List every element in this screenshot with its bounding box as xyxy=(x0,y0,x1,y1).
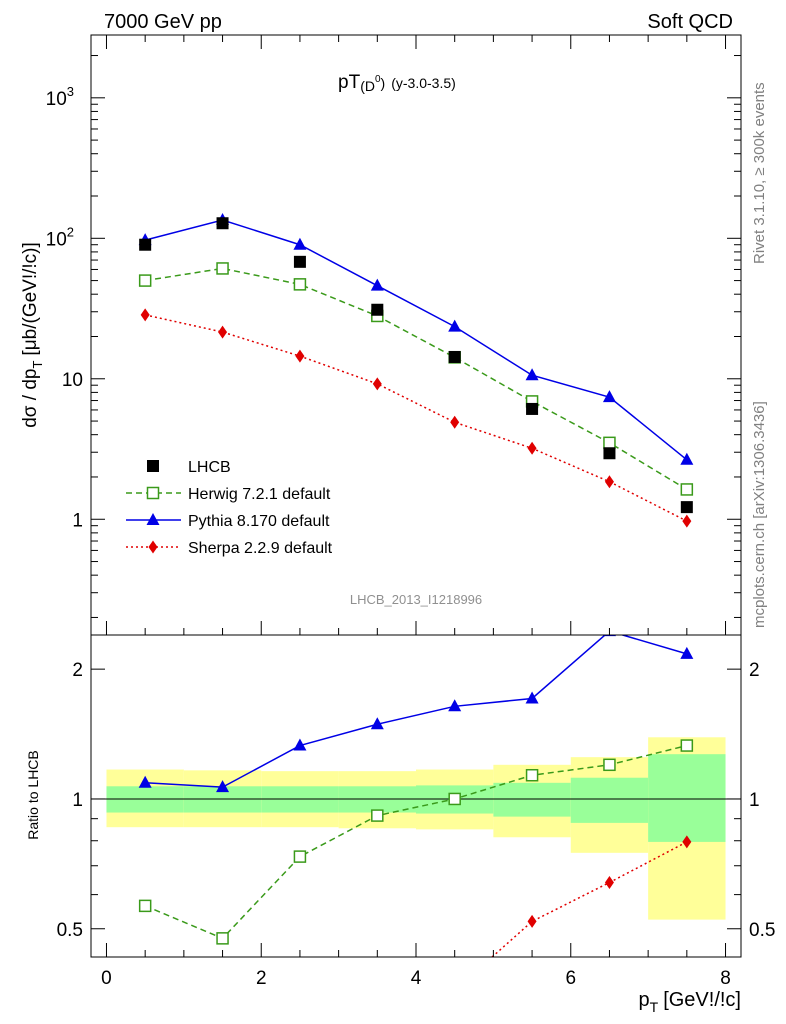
herwig-7-2-1-default-ratio-line xyxy=(144,744,688,940)
lhcb-point xyxy=(603,447,616,460)
x-tick-label: 8 xyxy=(720,968,731,989)
sherpa-2-2-9-default-point xyxy=(527,441,537,455)
main-y-tick-label: 103 xyxy=(46,84,74,110)
ratio-y-tick-label-left: 1 xyxy=(72,790,83,811)
analysis-watermark: LHCB_2013_I1218996 xyxy=(350,592,482,607)
legend-marker xyxy=(148,540,158,554)
ratio-y-tick-label-right: 1 xyxy=(749,790,760,811)
herwig-7-2-1-default-ratio-point xyxy=(216,932,229,945)
lhcb-point xyxy=(448,350,461,363)
main-y-axis-label: dσ / dpT[μb/(GeV!/!c)] xyxy=(20,242,45,428)
legend-marker xyxy=(146,513,160,525)
pythia-8-170-default-ratio-line xyxy=(145,635,688,788)
ratio-stat-band xyxy=(493,782,571,817)
pythia-8-170-default-ratio-point xyxy=(525,691,539,704)
pythia-8-170-default-ratio-point xyxy=(138,775,152,788)
herwig-7-2-1-default-ratio-point xyxy=(525,768,539,782)
header-left: 7000 GeV pp xyxy=(104,11,222,33)
main-y-tick-label: 102 xyxy=(46,224,74,250)
pythia-8-170-default-point xyxy=(602,390,616,403)
ratio-uncertainty-bands xyxy=(91,737,741,920)
sherpa-2-2-9-default-point xyxy=(140,308,150,322)
herwig-7-2-1-default-ratio-point xyxy=(680,739,694,752)
lhcb-point xyxy=(139,238,152,251)
herwig-7-2-1-default-point xyxy=(293,278,307,291)
pythia-8-170-default-point xyxy=(293,237,307,250)
x-tick-label: 2 xyxy=(256,968,267,989)
rivet-label: Rivet 3.1.10, ≥ 300k events xyxy=(751,82,768,264)
axis-tick-labels: 1 10 102 103 0 2 4 6 8 0.5 0.5 1 1 2 2 xyxy=(46,84,776,989)
legend-entry-herwig-7-2-1-default: Herwig 7.2.1 default xyxy=(126,486,331,503)
legend-label: LHCB xyxy=(188,459,231,476)
x-axis-label: pT [GeV!/!c] xyxy=(639,989,742,1015)
mcplots-label: mcplots.cern.ch [arXiv:1306.3436] xyxy=(751,401,768,628)
x-tick-label: 4 xyxy=(411,968,422,989)
main-series-layer xyxy=(138,212,694,528)
main-y-tick-label: 1 xyxy=(72,510,83,531)
pythia-8-170-default-ratio-point xyxy=(370,717,384,730)
herwig-7-2-1-default-ratio-point xyxy=(371,809,384,822)
sherpa-2-2-9-default-line xyxy=(145,314,688,522)
ratio-y-tick-label-right: 0.5 xyxy=(749,920,775,941)
herwig-7-2-1-default-point xyxy=(680,483,694,496)
legend-entry-sherpa-2-2-9-default: Sherpa 2.2.9 default xyxy=(126,540,333,557)
legend-marker xyxy=(146,486,160,500)
herwig-7-2-1-default-ratio-point xyxy=(603,758,616,772)
legend-label: Herwig 7.2.1 default xyxy=(188,486,331,503)
sherpa-2-2-9-default-point xyxy=(450,415,460,429)
sherpa-2-2-9-default-point xyxy=(372,377,382,391)
x-tick-label: 0 xyxy=(101,968,112,989)
herwig-7-2-1-default-point xyxy=(216,262,229,275)
lhcb-point xyxy=(680,501,693,514)
lhcb-point xyxy=(293,255,306,268)
herwig-7-2-1-default-ratio-point xyxy=(448,792,461,806)
legend-label: Pythia 8.170 default xyxy=(188,513,330,530)
sherpa-2-2-9-default-point xyxy=(604,475,614,489)
ratio-stat-band xyxy=(570,777,649,823)
lhcb-point xyxy=(371,303,384,316)
pythia-8-170-default-point xyxy=(680,452,694,465)
sherpa-2-2-9-default-ratio-point xyxy=(527,914,537,928)
herwig-7-2-1-default-point xyxy=(138,274,152,287)
sherpa-2-2-9-default-ratio-point xyxy=(682,835,692,849)
plot-title: pT(D0) (y-3.0-3.5) xyxy=(338,72,456,94)
ratio-y-tick-label-left: 0.5 xyxy=(57,920,83,941)
axis-ticks xyxy=(91,35,741,957)
herwig-7-2-1-default-line xyxy=(145,267,688,491)
lhcb-point xyxy=(216,217,229,230)
pythia-8-170-default-ratio-point xyxy=(216,780,230,793)
main-y-tick-label: 10 xyxy=(62,370,83,391)
lhcb-point xyxy=(526,402,539,415)
sherpa-2-2-9-default-point xyxy=(295,349,305,363)
pythia-8-170-default-point xyxy=(448,319,462,332)
pythia-8-170-default-ratio-point xyxy=(448,699,462,712)
legend: LHCB Herwig 7.2.1 default Pythia 8.170 def… xyxy=(126,459,333,557)
pythia-8-170-default-ratio-point xyxy=(680,646,694,659)
sherpa-2-2-9-default-point xyxy=(682,514,692,528)
x-tick-label: 6 xyxy=(565,968,576,989)
ratio-y-axis-label: Ratio to LHCB xyxy=(25,750,41,839)
legend-entry-pythia-8-170-default: Pythia 8.170 default xyxy=(126,513,330,530)
pythia-8-170-default-point xyxy=(370,278,384,291)
ratio-y-tick-label-right: 2 xyxy=(749,660,760,681)
ratio-stat-band xyxy=(648,754,726,842)
pythia-8-170-default-point xyxy=(525,368,539,381)
legend-entry-lhcb: LHCB xyxy=(147,459,231,476)
pythia-8-170-default-ratio-point xyxy=(293,738,307,751)
pythia-8-170-default-line xyxy=(144,219,688,461)
sherpa-2-2-9-default-point xyxy=(218,325,228,339)
ratio-y-tick-label-left: 2 xyxy=(72,660,83,681)
herwig-7-2-1-default-point xyxy=(603,436,616,450)
header-right: Soft QCD xyxy=(647,11,733,33)
herwig-7-2-1-default-ratio-point xyxy=(293,850,307,863)
sherpa-2-2-9-default-ratio-point xyxy=(604,876,614,890)
herwig-7-2-1-default-ratio-point xyxy=(138,899,152,913)
legend-marker xyxy=(147,460,159,472)
legend-label: Sherpa 2.2.9 default xyxy=(188,540,333,557)
